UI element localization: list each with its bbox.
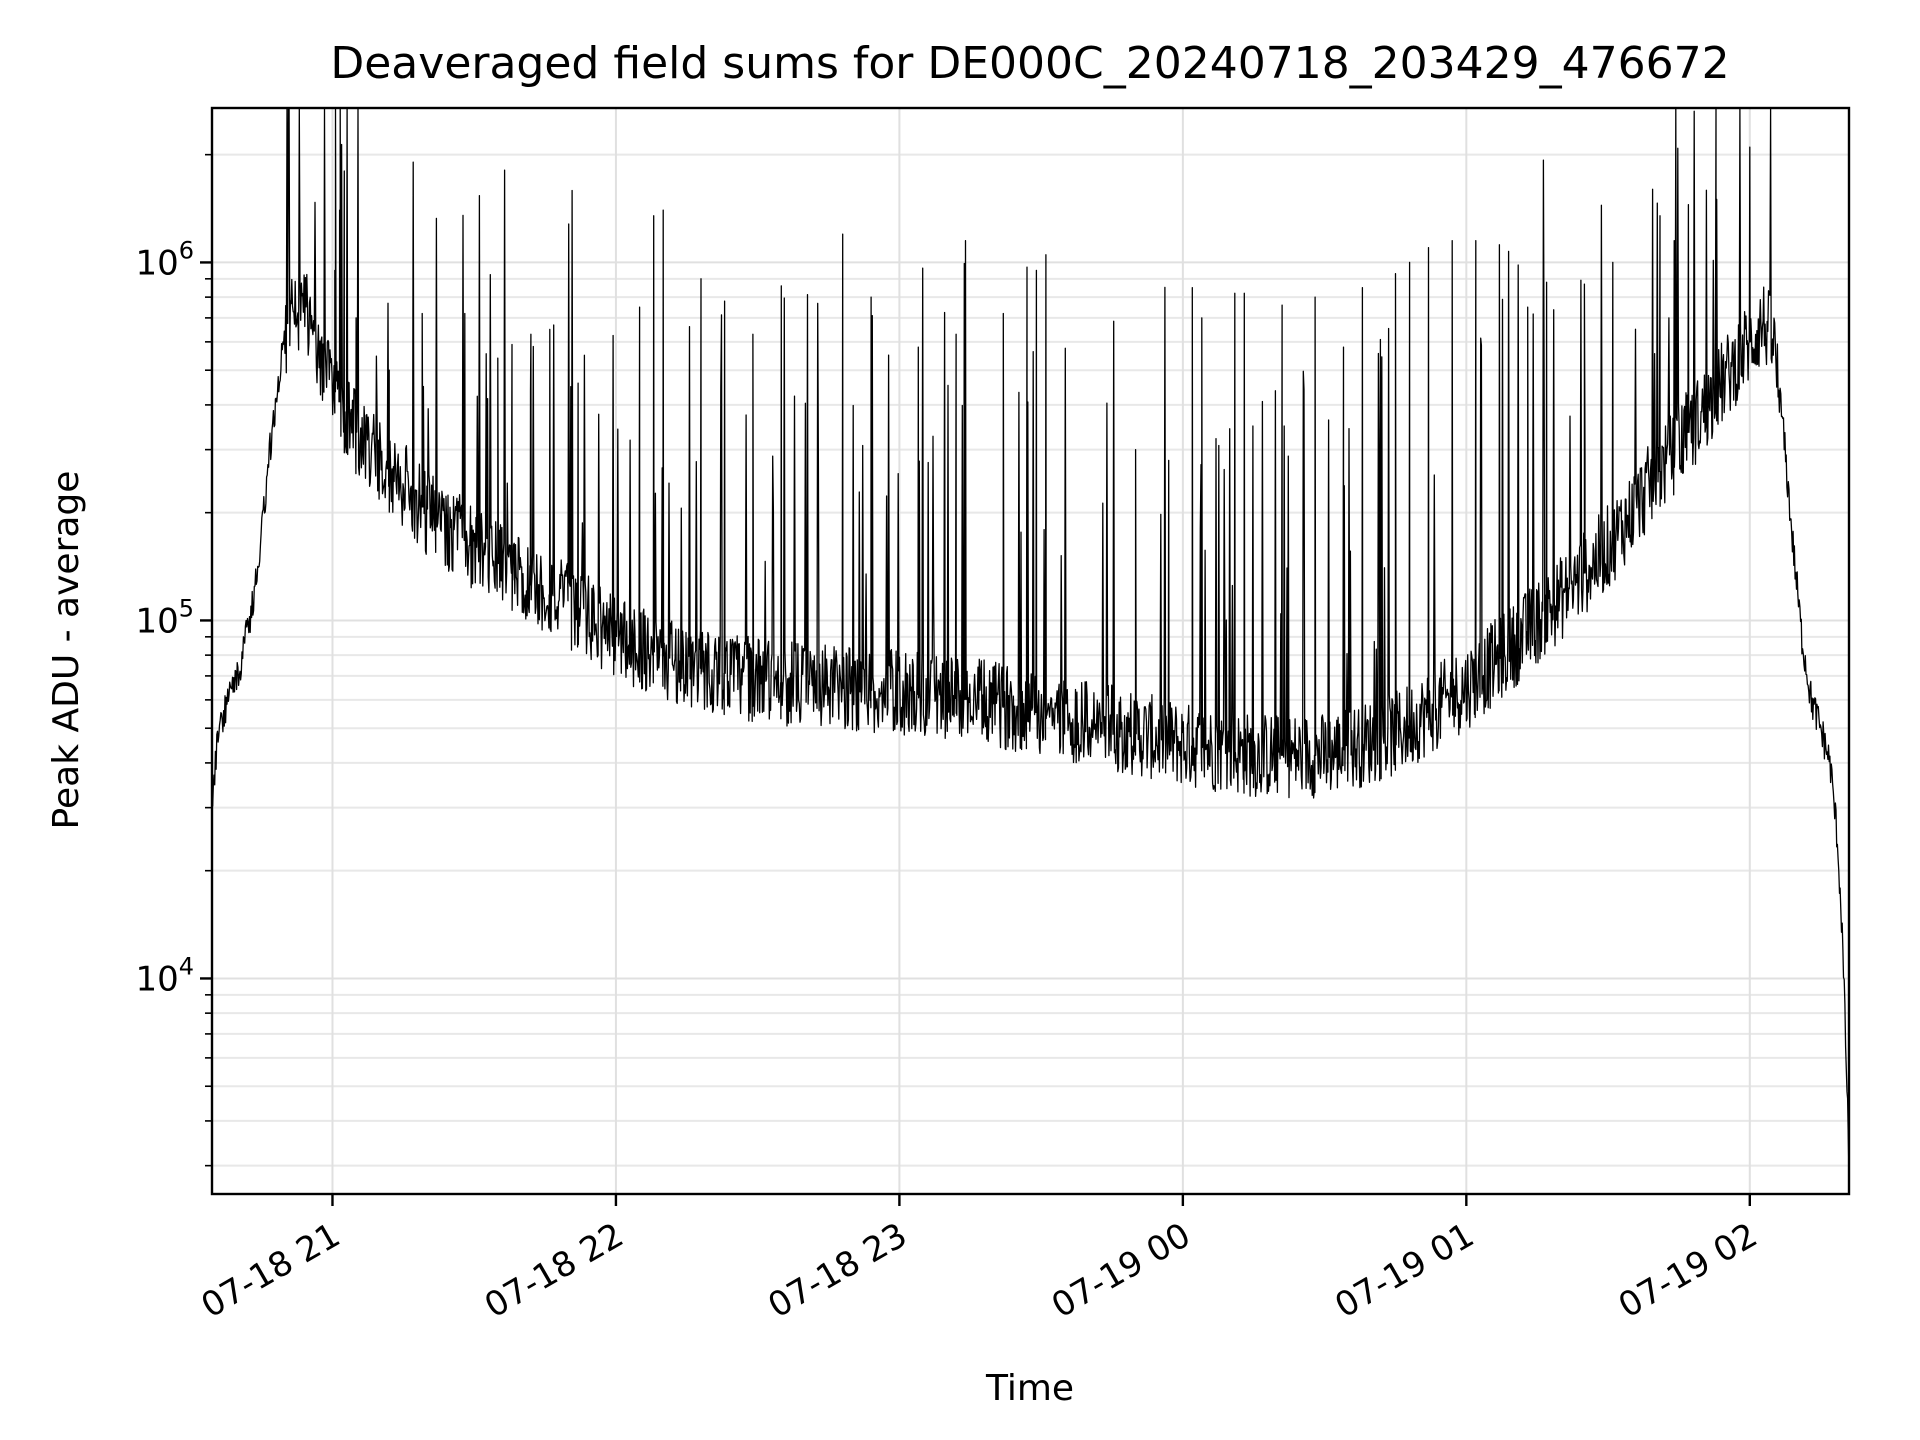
x-tick-label: 07-19 00 <box>1045 1215 1197 1326</box>
minor-grid <box>212 153 1849 1167</box>
series-line <box>211 107 1850 1175</box>
major-grid <box>212 108 1849 1194</box>
y-tick-label: 106 <box>135 236 194 283</box>
x-tick-label: 07-19 01 <box>1328 1215 1480 1326</box>
x-axis-label: Time <box>985 1368 1074 1409</box>
x-tick-label: 07-19 02 <box>1612 1215 1764 1326</box>
y-tick-label: 105 <box>135 594 194 641</box>
y-axis-ticks: 104 105 106 <box>135 153 212 1167</box>
plot-frame <box>210 106 1851 1196</box>
x-tick-label: 07-18 23 <box>762 1215 914 1326</box>
x-axis-ticks: 07-18 21 07-18 22 07-18 23 07-19 00 07-19 01… <box>195 1194 1764 1326</box>
y-axis-label: Peak ADU - average <box>46 471 87 830</box>
series <box>211 107 1850 1175</box>
chart-title: Deaveraged field sums for DE000C_2024071… <box>330 38 1729 89</box>
x-tick-label: 07-18 21 <box>195 1215 347 1326</box>
y-tick-label: 104 <box>135 952 194 999</box>
x-tick-label: 07-18 22 <box>478 1215 630 1326</box>
